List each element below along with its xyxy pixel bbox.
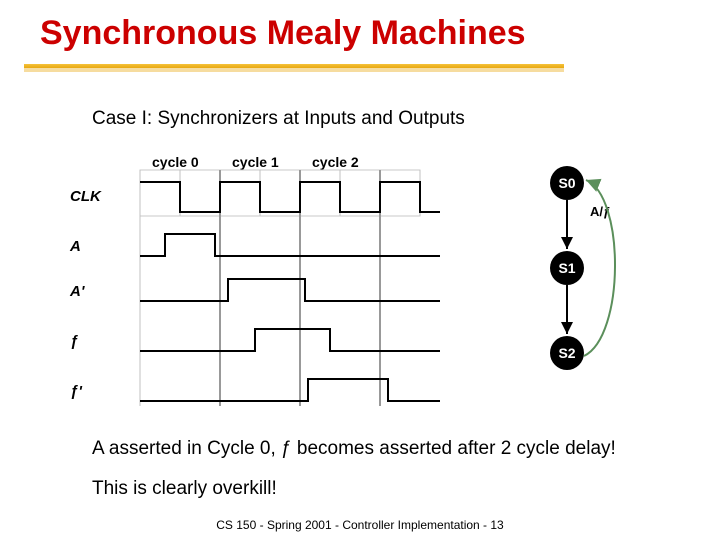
body-line-2: This is clearly overkill! — [92, 478, 277, 500]
state-s1: S1 — [550, 251, 584, 285]
footer: CS 150 - Spring 2001 - Controller Implem… — [0, 518, 720, 532]
signal-label-clk: CLK — [70, 188, 101, 205]
subtitle: Case I: Synchronizers at Inputs and Outp… — [92, 108, 465, 130]
signal-label-ap: A' — [70, 283, 84, 300]
figure: cycle 0 cycle 1 cycle 2 CLK A A' ƒ ƒ' — [80, 156, 620, 416]
transition-label-af: A/ƒ — [590, 204, 610, 219]
signal-label-fp: ƒ' — [70, 383, 82, 400]
signal-label-f: ƒ — [70, 333, 78, 350]
state-s2: S2 — [550, 336, 584, 370]
page-title: Synchronous Mealy Machines — [40, 14, 526, 53]
signal-label-a: A — [70, 238, 81, 255]
body-line-1: A asserted in Cycle 0, ƒ becomes asserte… — [92, 438, 616, 460]
slide: Synchronous Mealy Machines Case I: Synch… — [0, 0, 720, 540]
timing-diagram — [120, 156, 480, 416]
title-underline — [24, 64, 564, 80]
state-s0: S0 — [550, 166, 584, 200]
